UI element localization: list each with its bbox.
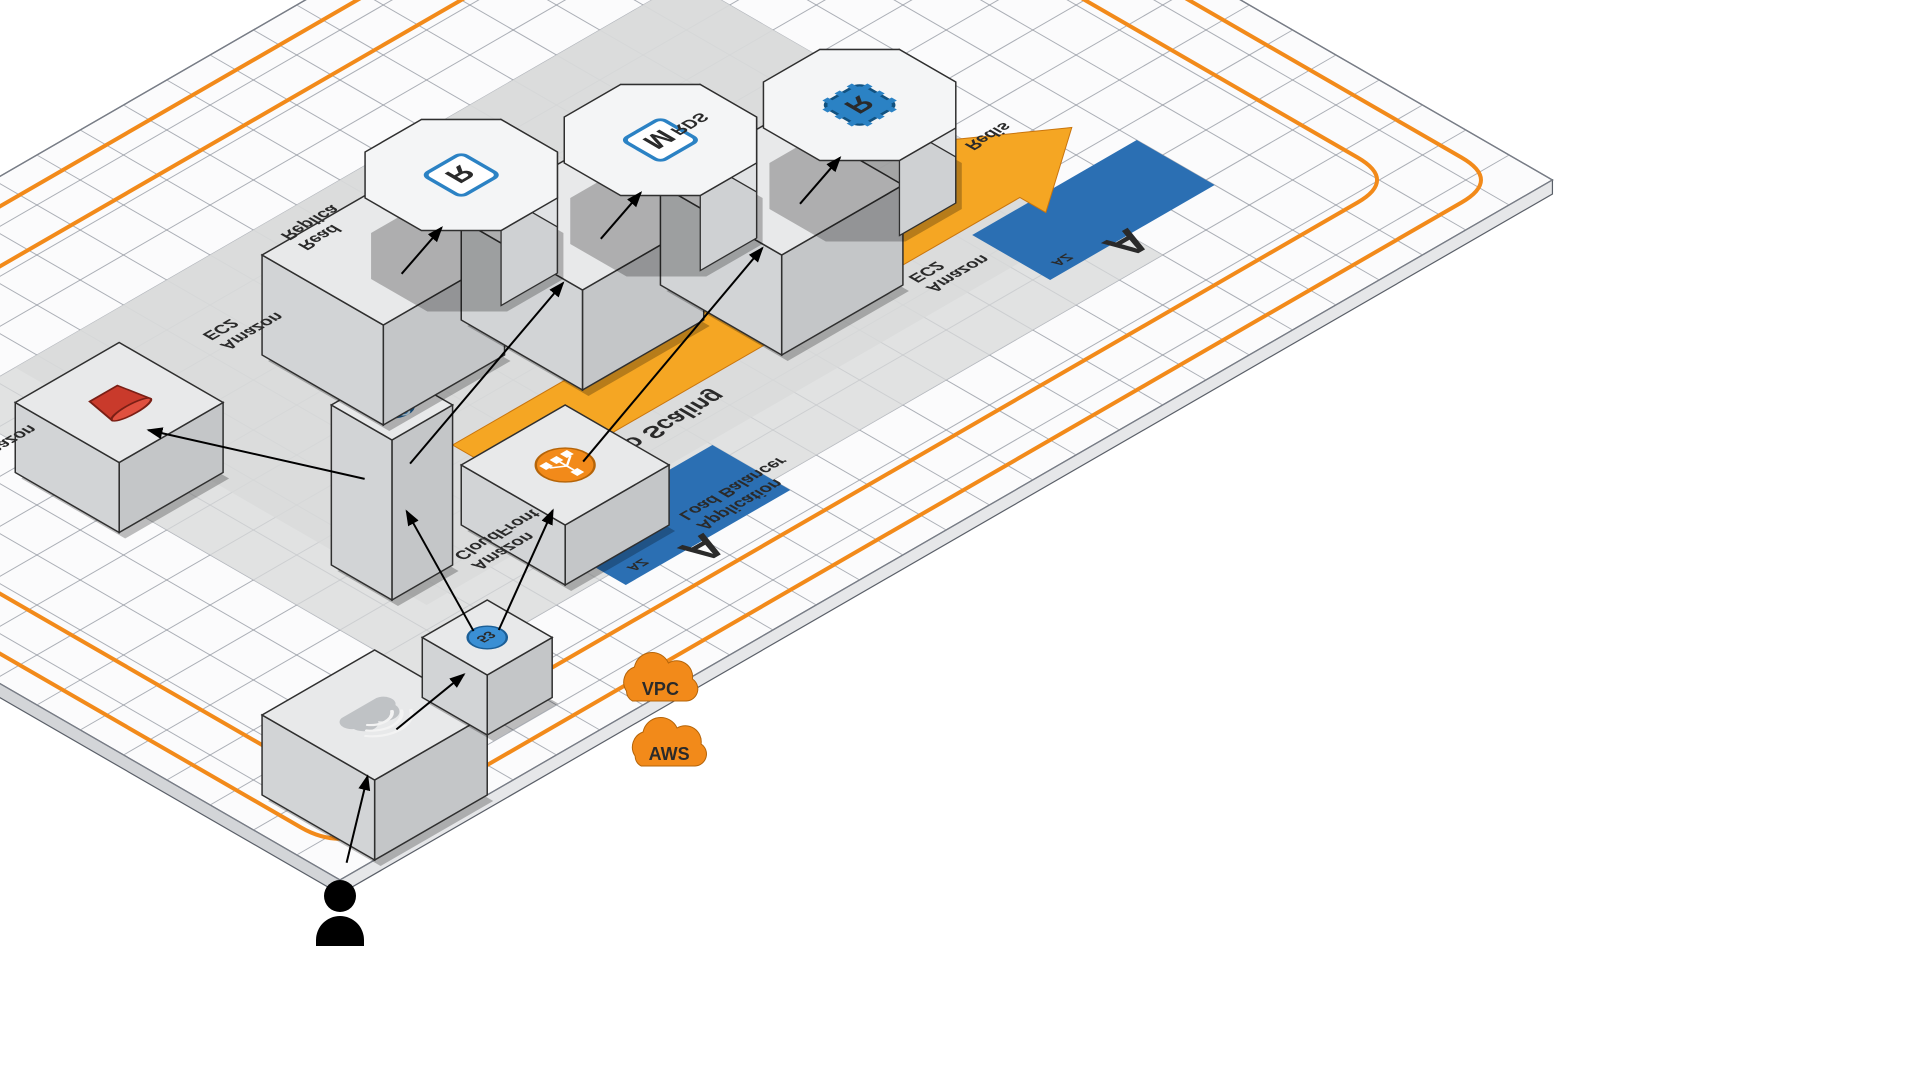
rds-octa: M bbox=[564, 84, 762, 276]
redis-octa: R bbox=[763, 49, 961, 241]
user-icon bbox=[316, 880, 364, 946]
architecture-diagram: AZAAZAAuto Scaling53RMRAWSVPCAmazonS3Ama… bbox=[0, 0, 1920, 1080]
svg-text:AWS: AWS bbox=[649, 744, 690, 764]
svg-text:VPC: VPC bbox=[642, 679, 679, 699]
aws-cloud-badge: AWS bbox=[632, 718, 706, 766]
read-replica-octa: R bbox=[365, 119, 563, 311]
